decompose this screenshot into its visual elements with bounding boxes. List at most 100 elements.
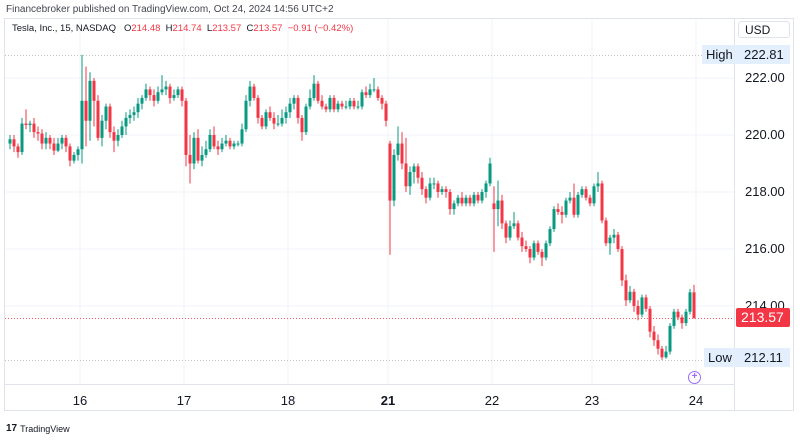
candle-up [244,95,248,133]
candle-body [408,172,412,187]
candle-body [60,137,64,144]
candle-down [600,180,604,224]
candle-down [152,89,156,107]
candle-body [184,100,188,155]
candle-body [332,97,336,110]
candle-up [484,180,488,198]
candle-body [672,311,676,326]
candle-body [688,292,692,312]
candle-down [36,126,40,141]
candle-body [660,348,664,358]
candle-body [448,192,452,210]
candle-body [612,234,616,238]
event-plus-icon[interactable]: + [688,371,701,384]
candle-body [176,89,180,96]
candle-down [660,345,664,360]
candle-body [568,197,572,201]
candle-body [8,139,12,144]
candle-down [624,274,628,306]
candle-body [144,89,148,98]
candle-up [224,135,228,147]
candle-body [248,86,252,101]
candle-body [108,106,112,133]
candle-down [404,137,408,192]
high-value: 214.74 [172,23,202,34]
candle-down [296,95,300,124]
candle-body [244,100,248,130]
candle-body [40,133,44,144]
candle-down [84,66,88,147]
candle-body [344,106,348,108]
candle-up [204,140,208,158]
candle-up [568,192,572,204]
candle-body [264,112,268,127]
candle-down [492,186,496,252]
candle-body [440,189,444,192]
time-tick-label: 21 [380,393,396,408]
candle-down [676,308,680,321]
chart-frame [4,18,794,411]
candle-down [572,183,576,218]
price-tick-label: 216.00 [745,241,785,256]
low-tag-value: 212.11 [736,348,790,367]
candle-down [16,143,20,158]
candle-body [172,95,176,98]
candle-down [148,86,152,101]
candle-body [572,197,576,215]
candle-down [40,129,44,150]
candle-up [368,83,372,98]
candle-body [56,143,60,151]
candle-body [196,137,200,161]
candle-down [400,132,404,170]
candle-up [532,240,536,261]
candle-body [256,97,260,118]
candle-up [392,149,396,207]
candle-body [640,297,644,315]
candle-down [52,137,56,155]
candle-up [360,89,364,110]
candle-body [500,200,504,224]
candle-body [328,97,332,110]
candle-up [356,100,360,110]
candle-body [616,234,620,249]
candle-up [440,186,444,195]
close-value: 213.57 [253,23,283,34]
candle-up [328,95,332,113]
candle-down [352,97,356,110]
candle-up [104,103,108,130]
candle-body [540,251,544,258]
candle-body [664,351,668,358]
candle-body [372,89,376,91]
candle-body [64,137,68,147]
candle-body [556,209,560,212]
candle-body [348,100,352,107]
candle-body [292,97,296,104]
candle-body [128,115,132,118]
candle-body [76,149,80,155]
low-value: 213.57 [212,23,242,34]
candle-body [524,246,528,249]
candle-body [124,117,128,127]
candle-down [536,240,540,255]
candle-up [412,163,416,184]
candle-up [172,89,176,101]
candles [8,54,696,360]
candle-up [264,109,268,130]
candle-up [576,192,580,218]
candle-body [684,311,688,324]
candle-up [348,97,352,110]
candle-body [220,143,224,150]
candle-body [276,123,280,125]
candle-up [548,226,552,247]
candle-up [56,137,60,153]
currency-button[interactable]: USD [738,21,790,38]
candle-body [280,117,284,124]
candle-body [488,163,492,184]
candle-body [92,80,96,101]
candle-body [312,83,316,98]
candle-body [392,154,396,201]
candle-body [584,189,588,198]
candle-body [192,137,196,164]
candle-up [164,80,168,96]
